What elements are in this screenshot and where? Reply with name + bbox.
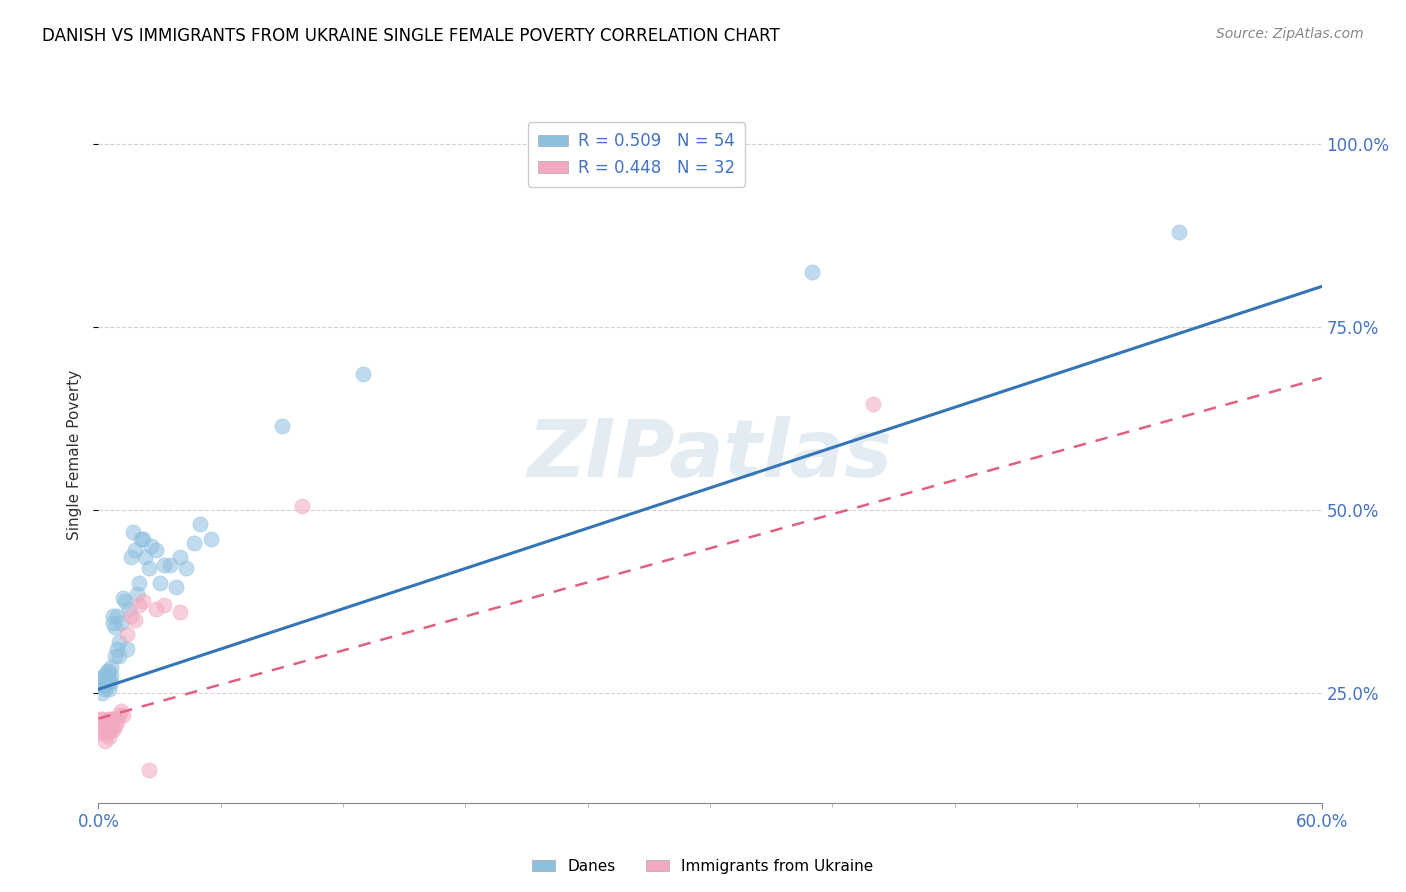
Point xyxy=(91,686,114,700)
Point xyxy=(1167,225,1189,239)
Point xyxy=(105,642,128,657)
Point xyxy=(291,499,314,513)
Point xyxy=(101,616,124,631)
Point xyxy=(104,712,127,726)
Point xyxy=(132,594,155,608)
Point xyxy=(152,558,174,572)
Point xyxy=(105,715,128,730)
Point xyxy=(141,540,163,554)
Point xyxy=(101,723,124,737)
Point xyxy=(128,576,150,591)
Point xyxy=(104,649,127,664)
Legend: R = 0.509   N = 54, R = 0.448   N = 32: R = 0.509 N = 54, R = 0.448 N = 32 xyxy=(529,122,745,186)
Point xyxy=(165,580,187,594)
Point xyxy=(93,675,115,690)
Point xyxy=(101,712,124,726)
Point xyxy=(93,667,115,681)
Point xyxy=(200,532,222,546)
Point xyxy=(104,719,127,733)
Point xyxy=(96,671,118,685)
Point xyxy=(91,671,114,685)
Point xyxy=(115,627,138,641)
Point xyxy=(120,609,142,624)
Point xyxy=(104,620,127,634)
Point xyxy=(138,561,160,575)
Point xyxy=(174,561,197,575)
Point xyxy=(100,675,122,690)
Point xyxy=(124,613,146,627)
Point xyxy=(89,679,111,693)
Point xyxy=(114,594,136,608)
Point xyxy=(108,634,131,648)
Point xyxy=(96,664,118,678)
Point xyxy=(127,587,149,601)
Point xyxy=(110,704,132,718)
Point xyxy=(91,675,114,690)
Point xyxy=(159,558,181,572)
Point xyxy=(108,649,131,664)
Point xyxy=(93,733,115,747)
Point xyxy=(145,601,167,615)
Point xyxy=(96,679,118,693)
Point xyxy=(111,591,134,605)
Point xyxy=(129,532,152,546)
Point xyxy=(96,726,118,740)
Point xyxy=(124,543,146,558)
Point xyxy=(97,682,120,697)
Point xyxy=(97,671,120,685)
Point xyxy=(97,712,120,726)
Point xyxy=(97,730,120,744)
Point xyxy=(149,576,172,591)
Point xyxy=(93,719,115,733)
Point xyxy=(120,550,142,565)
Point xyxy=(183,536,205,550)
Point xyxy=(89,723,111,737)
Point xyxy=(862,397,884,411)
Point xyxy=(801,265,824,279)
Y-axis label: Single Female Poverty: Single Female Poverty xyxy=(67,370,83,540)
Point xyxy=(100,660,122,674)
Point xyxy=(100,712,122,726)
Legend: Danes, Immigrants from Ukraine: Danes, Immigrants from Ukraine xyxy=(526,853,880,880)
Point xyxy=(134,550,156,565)
Point xyxy=(100,723,122,737)
Point xyxy=(101,609,124,624)
Point xyxy=(132,532,155,546)
Point xyxy=(169,550,191,565)
Point xyxy=(110,616,132,631)
Point xyxy=(118,601,141,615)
Point xyxy=(93,682,115,697)
Point xyxy=(89,671,111,685)
Text: DANISH VS IMMIGRANTS FROM UKRAINE SINGLE FEMALE POVERTY CORRELATION CHART: DANISH VS IMMIGRANTS FROM UKRAINE SINGLE… xyxy=(42,27,780,45)
Point xyxy=(100,667,122,681)
Point xyxy=(352,368,374,382)
Point xyxy=(105,609,128,624)
Point xyxy=(122,524,145,539)
Point xyxy=(89,712,111,726)
Point xyxy=(169,606,191,620)
Point xyxy=(128,598,150,612)
Point xyxy=(91,726,114,740)
Text: Source: ZipAtlas.com: Source: ZipAtlas.com xyxy=(1216,27,1364,41)
Point xyxy=(145,543,167,558)
Point xyxy=(97,664,120,678)
Point xyxy=(97,719,120,733)
Point xyxy=(108,707,131,722)
Point xyxy=(115,642,138,657)
Text: ZIPatlas: ZIPatlas xyxy=(527,416,893,494)
Point xyxy=(270,418,294,433)
Point xyxy=(96,715,118,730)
Point xyxy=(188,517,212,532)
Point xyxy=(91,712,114,726)
Point xyxy=(152,598,174,612)
Point xyxy=(138,763,160,777)
Point xyxy=(111,707,134,722)
